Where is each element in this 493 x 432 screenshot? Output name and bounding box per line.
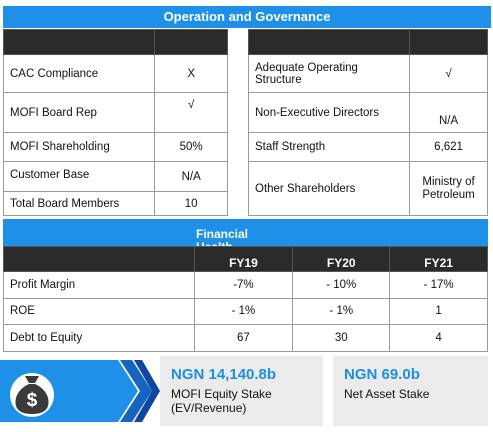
column-header: FY19 — [193, 246, 294, 272]
table-row: MOFI Shareholding 50% — [2, 132, 228, 162]
table-row: Debt to Equity 67 30 4 — [3, 324, 488, 352]
row-value: 6,621 — [409, 132, 488, 162]
asset-stake-card: NGN 69.0b Net Asset Stake — [333, 356, 488, 426]
cell: 30 — [292, 324, 391, 352]
table-row: Non-Executive Directors N/A — [247, 92, 488, 133]
row-label: Staff Strength — [247, 132, 411, 162]
table-row: Profit Margin -7% - 10% - 17% — [3, 271, 488, 299]
equity-stake-label: MOFI Equity Stake (EV/Revenue) — [171, 387, 272, 415]
financial-header-row: FY19 FY20 FY21 — [3, 246, 488, 272]
row-value: X — [154, 54, 228, 93]
row-value: √ — [154, 92, 228, 133]
column-header: FY20 — [292, 246, 391, 272]
governance-right-header — [247, 29, 488, 55]
row-value: N/A — [409, 92, 488, 133]
financial-title: Financial Health — [196, 228, 249, 247]
row-label: Other Shareholders — [247, 161, 411, 216]
asset-stake-amount: NGN 69.0b — [344, 366, 420, 383]
cell: - 17% — [389, 271, 488, 299]
table-row: Total Board Members 10 — [2, 191, 228, 216]
table-row: Adequate Operating Structure √ — [247, 54, 488, 93]
row-label: Customer Base — [2, 161, 156, 192]
row-label: ROE — [3, 297, 195, 325]
row-value: 10 — [154, 191, 228, 216]
table-row: CAC Compliance X — [2, 54, 228, 93]
svg-text:$: $ — [27, 390, 38, 411]
cell: - 10% — [292, 271, 391, 299]
equity-stake-card: NGN 14,140.8b MOFI Equity Stake (EV/Reve… — [160, 356, 323, 426]
row-label: Non-Executive Directors — [247, 92, 411, 133]
financial-table: FY19 FY20 FY21 Profit Margin -7% - 10% -… — [3, 246, 488, 352]
governance-column-gap — [228, 29, 248, 54]
row-value: 50% — [154, 132, 228, 162]
governance-table-left: CAC Compliance X MOFI Board Rep √ MOFI S… — [2, 29, 228, 216]
money-bag-icon: $ — [10, 373, 54, 417]
column-header: FY21 — [389, 246, 488, 272]
row-value: √ — [409, 54, 488, 93]
governance-left-header — [2, 29, 228, 55]
table-row: ROE - 1% - 1% 1 — [3, 297, 488, 325]
governance-title: Operation and Governance — [3, 6, 491, 28]
row-value: N/A — [154, 161, 228, 192]
table-row: Customer Base N/A — [2, 161, 228, 192]
row-label: MOFI Shareholding — [2, 132, 156, 162]
asset-stake-label: Net Asset Stake — [344, 387, 430, 401]
table-row: MOFI Board Rep √ — [2, 92, 228, 133]
row-label: Profit Margin — [3, 271, 195, 299]
cell: - 1% — [193, 297, 294, 325]
table-row: Staff Strength 6,621 — [247, 132, 488, 162]
stake-icon-panel: $ — [0, 356, 160, 426]
row-label: Adequate Operating Structure — [247, 54, 411, 93]
equity-stake-amount: NGN 14,140.8b — [171, 366, 277, 383]
cell: -7% — [193, 271, 294, 299]
cell: 4 — [389, 324, 488, 352]
cell: 1 — [389, 297, 488, 325]
cell: 67 — [193, 324, 294, 352]
financial-banner — [3, 219, 488, 246]
row-label: CAC Compliance — [2, 54, 156, 93]
table-row: Other Shareholders Ministry of Petroleum — [247, 161, 488, 216]
row-label: Debt to Equity — [3, 324, 195, 352]
governance-table-right: Adequate Operating Structure √ Non-Execu… — [247, 29, 488, 216]
cell: - 1% — [292, 297, 391, 325]
row-label: Total Board Members — [2, 191, 156, 216]
row-label: MOFI Board Rep — [2, 92, 156, 133]
row-value: Ministry of Petroleum — [409, 161, 488, 216]
